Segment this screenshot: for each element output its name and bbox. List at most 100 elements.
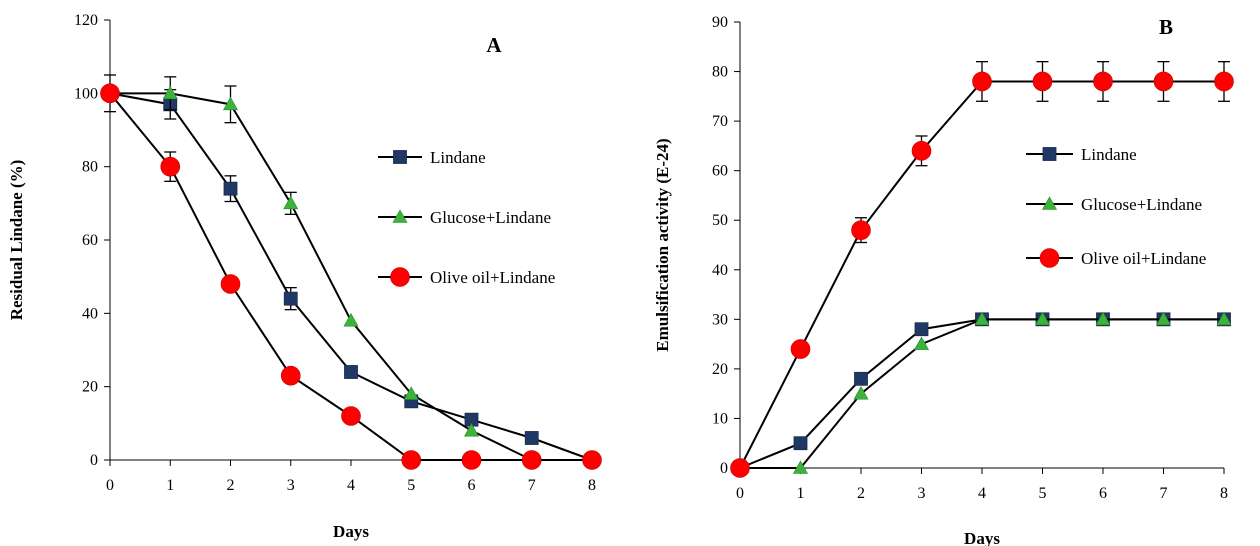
- data-point: [914, 322, 929, 337]
- y-tick-label: 60: [82, 232, 98, 249]
- x-tick-label: 3: [918, 485, 926, 502]
- y-tick-label: 0: [720, 460, 728, 477]
- x-tick-label: 1: [797, 485, 805, 502]
- x-axis-label: Days: [333, 522, 369, 541]
- data-point: [972, 71, 992, 92]
- data-point: [974, 311, 990, 326]
- x-tick-label: 6: [468, 477, 476, 494]
- data-point: [461, 450, 482, 470]
- legend-marker: [1039, 248, 1060, 268]
- legend-label: Lindane: [430, 148, 486, 167]
- x-axis-label: Days: [964, 529, 1000, 546]
- data-point: [851, 220, 871, 240]
- x-tick-label: 2: [857, 485, 865, 502]
- data-point: [280, 365, 301, 386]
- legend-marker: [1042, 147, 1057, 161]
- x-tick-label: 8: [1220, 485, 1228, 502]
- y-tick-label: 10: [712, 410, 728, 427]
- data-point: [463, 423, 480, 437]
- data-point: [793, 436, 808, 451]
- y-axis-label: Emulsification activity (E-24): [653, 138, 672, 351]
- y-tick-label: 40: [82, 305, 98, 322]
- x-tick-label: 0: [736, 485, 744, 502]
- legend-label: Olive oil+Lindane: [430, 268, 555, 287]
- data-point: [521, 450, 542, 470]
- y-tick-label: 70: [712, 113, 728, 130]
- data-point: [162, 85, 178, 100]
- legend-item: Glucose+Lindane: [1026, 195, 1202, 214]
- data-point: [1034, 311, 1051, 326]
- x-tick-label: 0: [106, 477, 114, 494]
- data-point: [1153, 71, 1174, 92]
- legend-item: Olive oil+Lindane: [1026, 248, 1206, 268]
- x-tick-label: 2: [227, 477, 235, 494]
- data-point: [1216, 311, 1232, 326]
- x-tick-label: 7: [528, 477, 536, 494]
- y-tick-label: 20: [712, 361, 728, 378]
- x-tick-label: 4: [978, 485, 986, 502]
- data-point: [790, 339, 811, 359]
- y-tick-label: 80: [82, 159, 98, 176]
- legend-marker: [1041, 196, 1058, 210]
- series-2: [732, 311, 1232, 474]
- y-tick-label: 40: [712, 262, 728, 279]
- data-point: [283, 291, 298, 306]
- data-point: [223, 181, 238, 196]
- legend-label: Olive oil+Lindane: [1081, 249, 1206, 268]
- x-tick-label: 4: [347, 477, 355, 494]
- data-point: [913, 336, 930, 350]
- legend-marker: [393, 150, 407, 164]
- series-line: [740, 318, 1224, 469]
- data-point: [1093, 71, 1113, 92]
- data-point: [1214, 71, 1234, 92]
- data-point: [792, 460, 809, 474]
- x-tick-label: 3: [287, 477, 295, 494]
- y-tick-label: 30: [712, 311, 728, 328]
- y-tick-label: 100: [74, 85, 98, 102]
- y-tick-label: 50: [712, 212, 728, 229]
- data-point: [222, 96, 239, 111]
- y-tick-label: 60: [712, 163, 728, 180]
- legend-label: Lindane: [1081, 145, 1137, 164]
- data-point: [582, 450, 602, 470]
- legend-item: Lindane: [378, 148, 486, 167]
- legend-marker: [390, 267, 410, 287]
- legend-label: Glucose+Lindane: [430, 208, 551, 227]
- data-point: [344, 365, 358, 379]
- data-point: [854, 371, 868, 386]
- legend-item: Lindane: [1026, 145, 1137, 164]
- series-1: [733, 312, 1231, 475]
- series-3: [100, 83, 602, 470]
- data-point: [100, 83, 120, 104]
- legend-marker: [392, 209, 408, 223]
- data-point: [1095, 311, 1111, 326]
- panel-label: B: [1159, 15, 1173, 39]
- data-point: [160, 156, 181, 177]
- data-point: [730, 458, 750, 478]
- y-tick-label: 80: [712, 64, 728, 81]
- data-point: [853, 386, 869, 400]
- data-point: [524, 431, 539, 445]
- y-axis-label: Residual Lindane (%): [7, 160, 26, 321]
- x-tick-label: 8: [588, 477, 596, 494]
- y-tick-label: 20: [82, 379, 98, 396]
- x-tick-label: 5: [1039, 485, 1047, 502]
- x-tick-label: 1: [166, 477, 174, 494]
- y-tick-label: 90: [712, 14, 728, 31]
- data-point: [911, 141, 932, 161]
- series-line: [739, 80, 1224, 469]
- data-point: [343, 313, 359, 327]
- series-3: [730, 60, 1234, 478]
- x-tick-label: 7: [1160, 485, 1168, 502]
- legend-item: Glucose+Lindane: [378, 208, 551, 227]
- series-line: [739, 318, 1224, 469]
- y-tick-label: 120: [74, 12, 98, 29]
- y-tick-label: 0: [90, 452, 98, 469]
- legend-item: Olive oil+Lindane: [378, 267, 555, 287]
- x-tick-label: 6: [1099, 485, 1107, 502]
- data-point: [403, 386, 419, 400]
- data-point: [1155, 311, 1172, 326]
